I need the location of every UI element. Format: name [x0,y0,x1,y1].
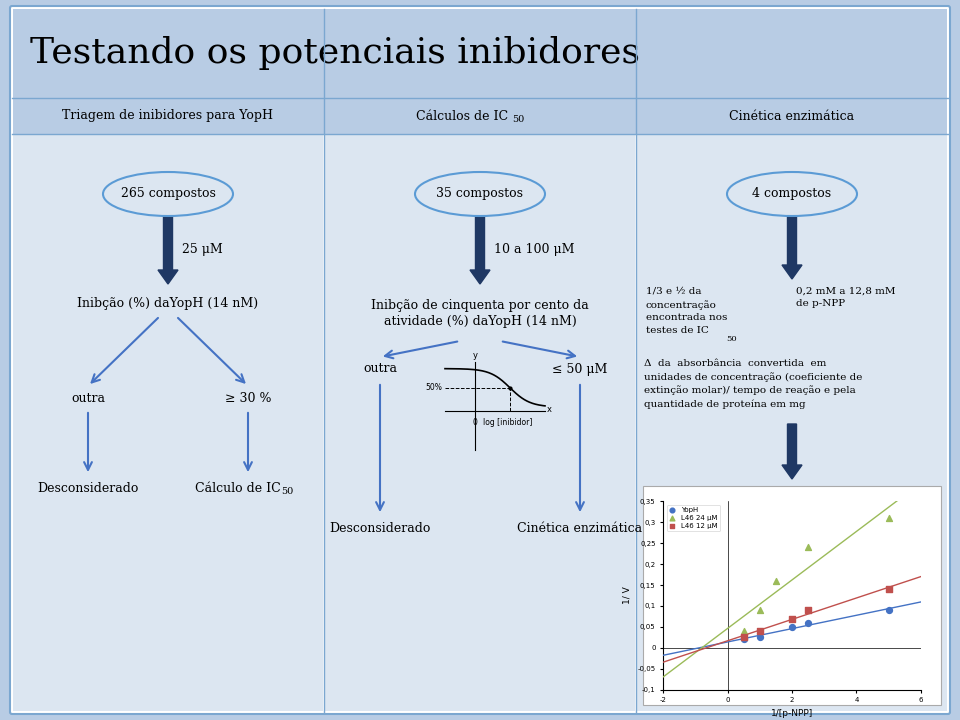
Text: Δ  da  absorbância  convertida  em
unidades de concentração (coeficiente de
exti: Δ da absorbância convertida em unidades … [644,359,862,409]
YopH [784,621,800,633]
Text: Cálculo de IC: Cálculo de IC [195,482,281,495]
Text: Desconsiderado: Desconsiderado [329,523,431,536]
Legend: YopH, L46 24 μM, L46 12 μM: YopH, L46 24 μM, L46 12 μM [666,505,720,531]
FancyBboxPatch shape [13,99,947,134]
L46 12 μM [752,625,767,636]
YopH [801,617,816,629]
Text: Testando os potenciais inibidores: Testando os potenciais inibidores [30,36,640,70]
FancyBboxPatch shape [13,9,947,98]
Text: outra: outra [71,392,105,405]
FancyArrow shape [158,216,178,284]
Text: Desconsiderado: Desconsiderado [37,482,138,495]
Text: y: y [472,351,477,359]
Text: 35 compostos: 35 compostos [437,187,523,200]
L46 12 μM [736,631,752,643]
Text: Cálculos de IC: Cálculos de IC [416,109,508,122]
FancyBboxPatch shape [10,6,950,714]
Text: Cinética enzimática: Cinética enzimática [517,523,642,536]
FancyArrow shape [782,424,802,479]
L46 12 μM [784,613,800,624]
Text: Inibção (%) daYopH (14 nM): Inibção (%) daYopH (14 nM) [78,297,258,310]
L46 24 μM [801,541,816,553]
Text: 50%: 50% [425,383,442,392]
Text: 25 μM: 25 μM [182,243,223,256]
Text: 0: 0 [472,418,477,427]
L46 12 μM [881,583,897,595]
FancyBboxPatch shape [637,135,947,711]
Text: outra: outra [363,362,397,376]
YopH [881,604,897,616]
Text: 50: 50 [281,487,293,497]
L46 24 μM [881,513,897,524]
L46 12 μM [801,604,816,616]
FancyArrow shape [470,216,490,284]
Text: Cinética enzimática: Cinética enzimática [730,109,854,122]
YopH [736,634,752,645]
Text: Triagem de inibidores para YopH: Triagem de inibidores para YopH [62,109,274,122]
YopH [752,631,767,643]
Text: atividade (%) daYopH (14 nM): atividade (%) daYopH (14 nM) [384,315,576,328]
X-axis label: 1/[p-NPP]: 1/[p-NPP] [771,708,813,718]
L46 24 μM [752,604,767,616]
FancyBboxPatch shape [325,135,635,711]
Text: log [inibidor]: log [inibidor] [483,418,533,427]
Text: Inibção de cinquenta por cento da: Inibção de cinquenta por cento da [372,300,588,312]
Text: x: x [547,405,552,413]
L46 24 μM [736,625,752,636]
FancyArrow shape [782,216,802,279]
Text: 1/3 e ½ da
concentração
encontrada nos
testes de IC: 1/3 e ½ da concentração encontrada nos t… [646,287,728,335]
Text: 265 compostos: 265 compostos [121,187,215,200]
Text: 10 a 100 μM: 10 a 100 μM [494,243,574,256]
Text: ≥ 30 %: ≥ 30 % [225,392,272,405]
Text: ≤ 50 μM: ≤ 50 μM [552,362,608,376]
FancyBboxPatch shape [13,135,323,711]
Y-axis label: 1/ V: 1/ V [623,587,632,604]
FancyBboxPatch shape [643,486,941,705]
Text: 4 compostos: 4 compostos [753,187,831,200]
Text: 0,2 mM a 12,8 mM
de p-NPP: 0,2 mM a 12,8 mM de p-NPP [796,287,896,308]
L46 24 μM [768,575,783,587]
Text: 50: 50 [512,114,524,124]
Text: 50: 50 [726,335,736,343]
